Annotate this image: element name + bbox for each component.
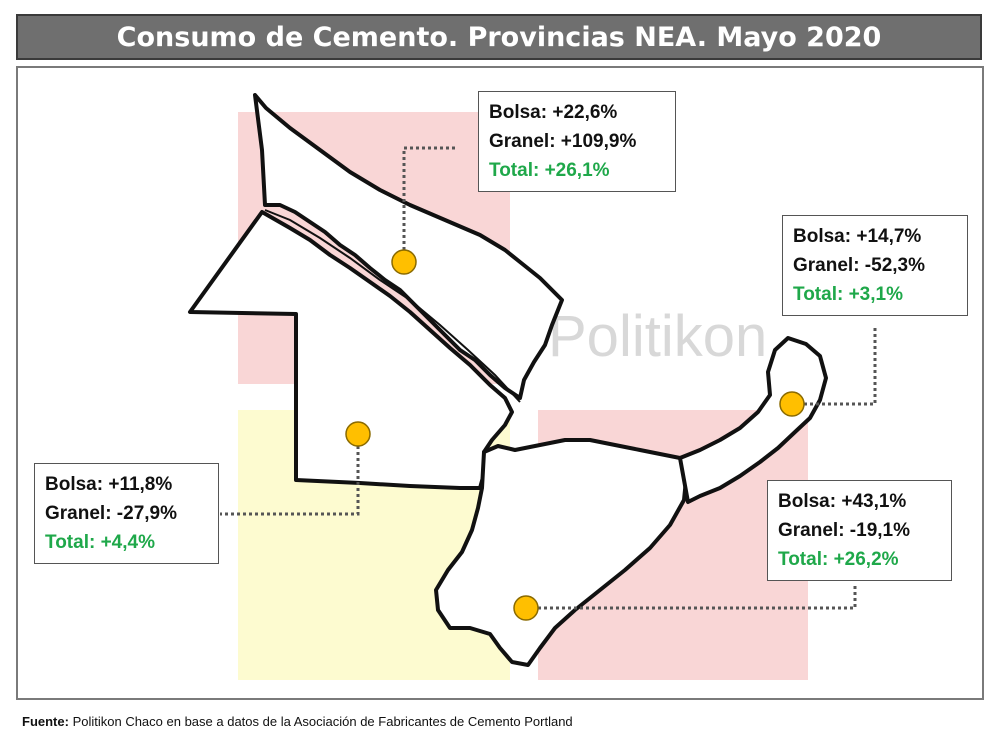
total-value: Total: +4,4% <box>45 532 155 553</box>
total-value: Total: +26,1% <box>489 160 610 181</box>
title-bar: Consumo de Cemento. Provincias NEA. Mayo… <box>16 14 982 60</box>
bolsa-value: Bolsa: +43,1% <box>778 491 907 512</box>
province-corrientes <box>434 438 688 667</box>
connector-corrientes <box>526 584 857 610</box>
callout-chaco: Bolsa: +11,8% Granel: -27,9% Total: +4,4… <box>34 463 219 564</box>
province-chaco <box>188 210 514 490</box>
page-title: Consumo de Cemento. Provincias NEA. Mayo… <box>116 21 882 53</box>
marker-formosa <box>391 249 417 275</box>
marker-misiones <box>779 391 805 417</box>
callout-misiones: Bolsa: +14,7% Granel: -52,3% Total: +3,1… <box>782 215 968 316</box>
bolsa-value: Bolsa: +11,8% <box>45 474 173 495</box>
marker-corrientes <box>513 595 539 621</box>
watermark: Politikon <box>548 304 767 369</box>
province-misiones <box>678 336 828 504</box>
total-value: Total: +26,2% <box>778 549 899 570</box>
formosa-border-river <box>264 209 521 403</box>
bolsa-value: Bolsa: +22,6% <box>489 102 618 123</box>
granel-value: Granel: +109,9% <box>489 131 637 152</box>
marker-chaco <box>345 421 371 447</box>
connector-formosa <box>402 146 455 262</box>
connector-chaco <box>220 434 360 516</box>
province-formosa <box>253 93 564 400</box>
granel-value: Granel: -19,1% <box>778 520 910 541</box>
connector-misiones <box>792 328 877 406</box>
callout-formosa: Bolsa: +22,6% Granel: +109,9% Total: +26… <box>478 91 676 192</box>
bolsa-value: Bolsa: +14,7% <box>793 226 922 247</box>
callout-corrientes: Bolsa: +43,1% Granel: -19,1% Total: +26,… <box>767 480 952 581</box>
total-value: Total: +3,1% <box>793 284 903 305</box>
source-label: Fuente: <box>22 714 69 729</box>
source-note: Fuente: Politikon Chaco en base a datos … <box>22 714 573 729</box>
granel-value: Granel: -27,9% <box>45 503 177 524</box>
source-text: Politikon Chaco en base a datos de la As… <box>68 714 573 729</box>
granel-value: Granel: -52,3% <box>793 255 925 276</box>
